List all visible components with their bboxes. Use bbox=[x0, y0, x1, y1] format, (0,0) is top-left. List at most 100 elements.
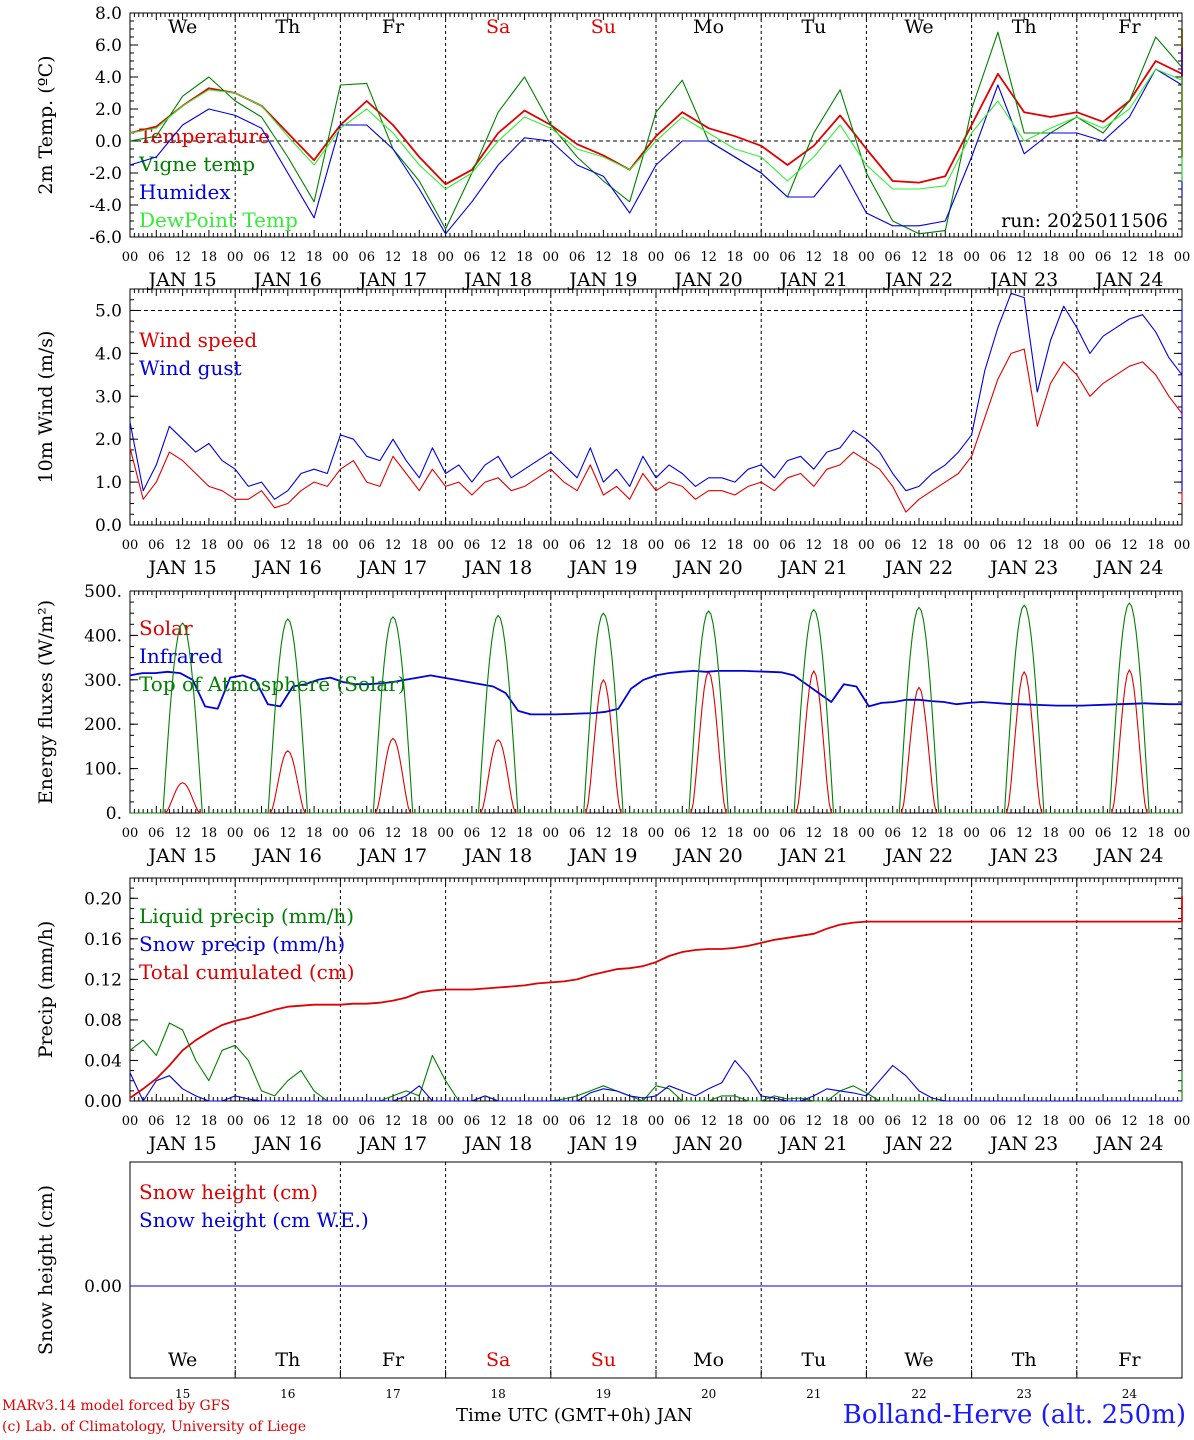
hour-tick-label: 18 bbox=[1042, 538, 1059, 553]
series-line-temp-0 bbox=[129, 28, 1183, 186]
weekday-label: Th bbox=[1012, 1349, 1037, 1371]
hour-tick-label: 12 bbox=[490, 826, 507, 841]
weekday-label: Th bbox=[1012, 16, 1037, 38]
hour-tick-label: 12 bbox=[1016, 1114, 1033, 1129]
day-number-label: 19 bbox=[596, 1387, 611, 1401]
legend-entry: DewPoint Temp bbox=[139, 208, 298, 232]
hour-tick-label: 00 bbox=[437, 826, 454, 841]
date-label: JAN 21 bbox=[778, 557, 848, 579]
hour-tick-label: 12 bbox=[1016, 826, 1033, 841]
legend-entry: Humidex bbox=[139, 180, 231, 204]
hour-tick-label: 06 bbox=[569, 1114, 586, 1129]
panel-frame bbox=[129, 12, 1183, 238]
hour-tick-label: 00 bbox=[1174, 538, 1191, 553]
hour-tick-label: 06 bbox=[464, 250, 481, 265]
hour-tick-label: 12 bbox=[1121, 826, 1138, 841]
weekday-label: Su bbox=[591, 16, 616, 38]
hour-tick-label: 06 bbox=[569, 826, 586, 841]
hour-tick-label: 00 bbox=[1174, 250, 1191, 265]
series-line-energy-1 bbox=[129, 670, 1182, 716]
hour-tick-label: 06 bbox=[148, 250, 165, 265]
legend-entry: Snow precip (mm/h) bbox=[139, 932, 345, 956]
weekday-label: Fr bbox=[1118, 16, 1141, 38]
hour-tick-label: 00 bbox=[858, 1114, 875, 1129]
hour-tick-label: 12 bbox=[385, 250, 402, 265]
weekday-label: We bbox=[168, 16, 197, 38]
hour-tick-label: 12 bbox=[1016, 250, 1033, 265]
hour-tick-label: 12 bbox=[700, 826, 717, 841]
weekday-label: Th bbox=[275, 1349, 300, 1371]
weekday-label: Sa bbox=[486, 1349, 510, 1371]
hour-tick-label: 06 bbox=[674, 1114, 691, 1129]
date-label: JAN 17 bbox=[357, 845, 427, 867]
legend-entry: Top of Atmosphere (Solar) bbox=[139, 672, 406, 696]
date-label: JAN 23 bbox=[988, 1133, 1058, 1155]
hour-tick-label: 12 bbox=[174, 826, 191, 841]
hour-tick-label: 12 bbox=[1016, 538, 1033, 553]
legend-entry: Wind speed bbox=[139, 328, 257, 352]
hour-tick-label: 18 bbox=[832, 250, 849, 265]
y-tick-label: 1.0 bbox=[95, 473, 122, 493]
date-label: JAN 16 bbox=[252, 269, 322, 291]
y-tick-label: 500. bbox=[84, 582, 122, 602]
y-tick-label: 8.0 bbox=[95, 4, 122, 24]
day-number-label: 22 bbox=[911, 1387, 926, 1401]
hour-tick-label: 06 bbox=[253, 250, 270, 265]
hour-tick-label: 00 bbox=[963, 538, 980, 553]
hour-tick-label: 12 bbox=[806, 1114, 823, 1129]
hour-tick-label: 06 bbox=[569, 250, 586, 265]
hour-tick-label: 06 bbox=[253, 538, 270, 553]
y-tick-label: 0.12 bbox=[84, 970, 122, 990]
hour-tick-label: 06 bbox=[358, 826, 375, 841]
hour-tick-label: 06 bbox=[779, 1114, 796, 1129]
series-line-temp-3 bbox=[129, 68, 1183, 190]
hour-tick-label: 18 bbox=[306, 826, 323, 841]
hour-tick-label: 18 bbox=[1147, 538, 1164, 553]
date-label: JAN 22 bbox=[883, 269, 953, 291]
hour-tick-label: 18 bbox=[306, 538, 323, 553]
hour-tick-label: 12 bbox=[280, 250, 297, 265]
y-tick-label: 400. bbox=[84, 626, 122, 646]
hour-tick-label: 00 bbox=[543, 1114, 560, 1129]
panel-snow: 0.00 Snow height (cm) We Th Fr Sa Su Mo Tu We Th Fr… bbox=[35, 1161, 1183, 1401]
y-tick-label: 100. bbox=[84, 760, 122, 780]
hour-tick-label: 18 bbox=[937, 538, 954, 553]
hour-tick-label: 12 bbox=[174, 1114, 191, 1129]
hour-tick-label: 06 bbox=[569, 538, 586, 553]
hour-tick-label: 12 bbox=[385, 1114, 402, 1129]
hour-tick-label: 00 bbox=[122, 826, 139, 841]
y-tick-label: 0.20 bbox=[84, 889, 122, 909]
hour-tick-label: 12 bbox=[911, 1114, 928, 1129]
date-label: JAN 19 bbox=[567, 269, 637, 291]
hour-tick-label: 00 bbox=[753, 538, 770, 553]
y-tick-label: 2.0 bbox=[95, 430, 122, 450]
y-tick-label: 0.08 bbox=[84, 1011, 122, 1031]
hour-tick-label: 18 bbox=[1042, 1114, 1059, 1129]
hour-tick-label: 00 bbox=[332, 826, 349, 841]
hour-tick-label: 00 bbox=[122, 250, 139, 265]
date-label: JAN 16 bbox=[252, 845, 322, 867]
hour-tick-label: 18 bbox=[621, 250, 638, 265]
run-annotation: run: 2025011506 bbox=[1001, 210, 1168, 232]
hour-tick-label: 06 bbox=[884, 250, 901, 265]
hour-tick-label: 00 bbox=[858, 538, 875, 553]
date-label: JAN 15 bbox=[147, 1133, 217, 1155]
hour-tick-label: 12 bbox=[490, 1114, 507, 1129]
hour-tick-label: 12 bbox=[385, 538, 402, 553]
day-number-label: 23 bbox=[1017, 1387, 1032, 1401]
lab-credit: (c) Lab. of Climatology, University of L… bbox=[2, 1419, 307, 1435]
hour-tick-label: 12 bbox=[595, 250, 612, 265]
hour-tick-label: 06 bbox=[253, 1114, 270, 1129]
y-tick-label: 0. bbox=[106, 804, 122, 824]
series-line-temp-1 bbox=[129, 28, 1183, 235]
date-label: JAN 20 bbox=[673, 557, 743, 579]
hour-tick-label: 06 bbox=[990, 1114, 1007, 1129]
date-label: JAN 23 bbox=[988, 845, 1058, 867]
hour-tick-label: 06 bbox=[358, 538, 375, 553]
hour-tick-label: 12 bbox=[700, 250, 717, 265]
hour-tick-label: 00 bbox=[963, 1114, 980, 1129]
hour-tick-label: 06 bbox=[884, 538, 901, 553]
y-tick-label: 300. bbox=[84, 671, 122, 691]
hour-tick-label: 18 bbox=[516, 1114, 533, 1129]
hour-tick-label: 12 bbox=[700, 1114, 717, 1129]
